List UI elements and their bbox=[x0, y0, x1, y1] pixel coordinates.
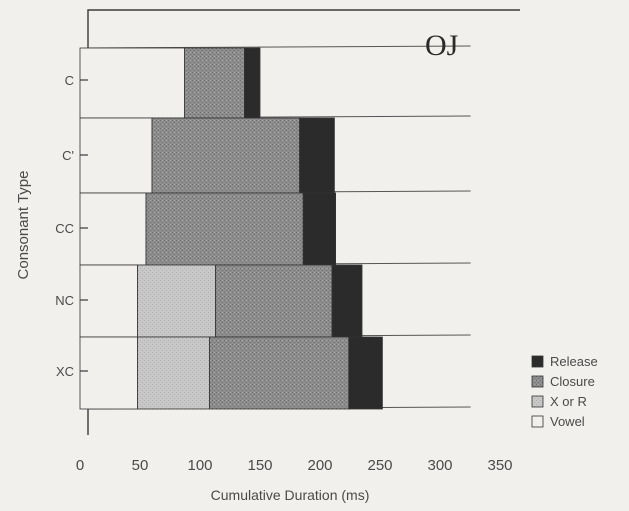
y-tick-label: XC bbox=[56, 364, 74, 379]
legend-label-vowel: Vowel bbox=[550, 414, 585, 429]
legend-label-x-or-r: X or R bbox=[550, 394, 587, 409]
legend: Release Closure X or R Vowel bbox=[531, 354, 598, 429]
axes: C C' CC NC XC 0 50 100 150 200 250 300 350 bbox=[55, 73, 512, 474]
x-tick-label: 250 bbox=[367, 457, 392, 474]
legend-label-closure: Closure bbox=[550, 374, 595, 389]
x-axis-label: Cumulative Duration (ms) bbox=[211, 487, 370, 503]
legend-label-release: Release bbox=[550, 354, 598, 369]
bar-cc-closure bbox=[145, 192, 304, 266]
x-tick-label: 0 bbox=[76, 457, 84, 474]
legend-swatch-release bbox=[531, 355, 544, 368]
bar-c-release bbox=[243, 47, 261, 119]
bar-xc-vowel bbox=[79, 336, 138, 410]
bar-nc-closure bbox=[215, 264, 333, 338]
bar-c-vowel bbox=[79, 47, 185, 119]
y-axis-label: Consonant Type bbox=[15, 171, 32, 280]
bar-xc-x-or-r bbox=[137, 336, 211, 410]
x-tick-label: 50 bbox=[132, 457, 149, 474]
x-tick-label: 300 bbox=[427, 457, 452, 474]
bar-cc-release bbox=[302, 192, 337, 266]
bar-xc-closure bbox=[209, 336, 350, 410]
x-tick-label: 350 bbox=[487, 457, 512, 474]
bar-c-closure bbox=[183, 47, 245, 119]
bar-c'-closure bbox=[151, 117, 301, 194]
chart-title: OJ bbox=[425, 29, 459, 62]
x-tick-label: 150 bbox=[247, 457, 272, 474]
y-tick-label: C bbox=[65, 73, 74, 88]
bar-cc-vowel bbox=[79, 192, 147, 266]
bar-c'-vowel bbox=[79, 117, 153, 194]
legend-swatch-x-or-r bbox=[531, 395, 544, 408]
y-tick-label: NC bbox=[55, 293, 74, 308]
x-tick-label: 100 bbox=[187, 457, 212, 474]
bar-nc-vowel bbox=[79, 264, 138, 338]
y-tick-label: CC bbox=[55, 221, 74, 236]
bar-c'-release bbox=[299, 117, 335, 194]
y-tick-label: C' bbox=[62, 148, 74, 163]
bar-nc-x-or-r bbox=[137, 264, 217, 338]
bar-xc-release bbox=[348, 336, 383, 410]
bar-nc-release bbox=[331, 264, 363, 338]
bars bbox=[79, 47, 383, 410]
legend-swatch-closure bbox=[531, 375, 544, 388]
legend-swatch-vowel bbox=[531, 415, 544, 428]
x-tick-label: 200 bbox=[307, 457, 332, 474]
